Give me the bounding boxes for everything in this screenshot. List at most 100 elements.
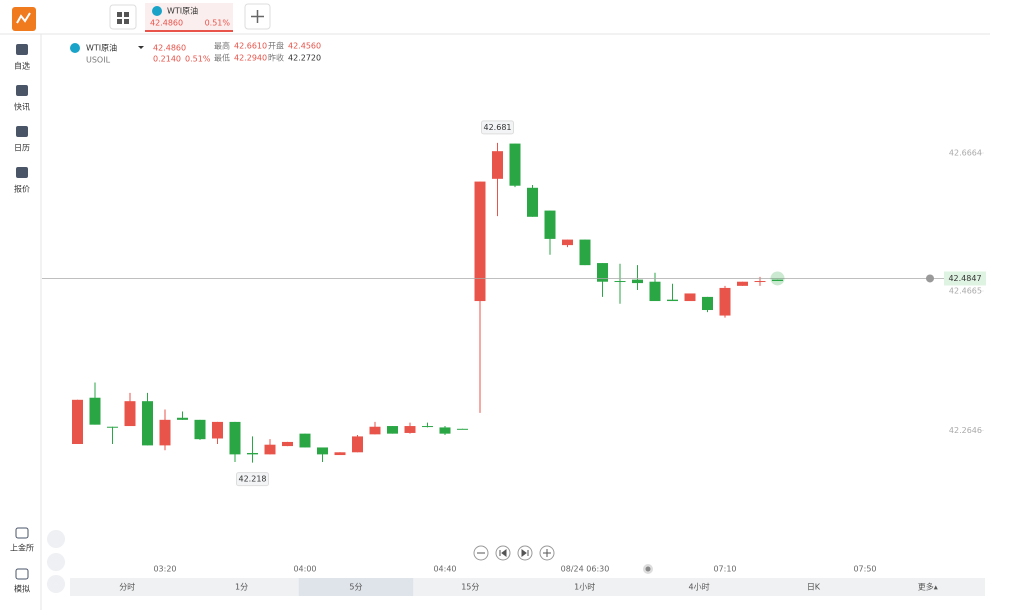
last-price-label: 42.4847 (948, 274, 981, 283)
nav-label[interactable]: 模拟 (14, 584, 30, 594)
nav-icon[interactable] (16, 85, 28, 96)
quote-name[interactable]: WTI原油 (86, 43, 117, 53)
candle-body (719, 287, 731, 316)
nav-icon[interactable] (16, 167, 28, 178)
dropdown-caret[interactable] (138, 46, 144, 49)
stat-value: 42.2720 (288, 54, 321, 63)
max-label-box (481, 120, 514, 135)
nav-label[interactable]: 报价 (14, 184, 30, 194)
period-item[interactable]: 日K (807, 583, 821, 592)
candle-body (317, 447, 328, 455)
candle-body (124, 401, 136, 427)
candle-body (107, 426, 118, 428)
quote-icon (70, 43, 80, 53)
period-item[interactable]: 5分 (349, 583, 362, 592)
add-icon (251, 10, 264, 23)
nav-icon[interactable] (16, 126, 28, 137)
candle-body (527, 187, 538, 217)
y-tick-label: 42.4665 (949, 287, 982, 296)
candle-body (247, 452, 258, 455)
alert-bell[interactable] (926, 274, 934, 283)
tab-change: 0.51% (205, 19, 231, 28)
grid-button[interactable] (109, 4, 137, 30)
candle-body (702, 296, 713, 311)
max-label: 42.681 (484, 123, 512, 132)
stat-label: 最低 (214, 53, 230, 63)
min-label: 42.218 (239, 475, 267, 484)
nav-label[interactable]: 上金所 (10, 543, 34, 553)
last-price-box (944, 271, 986, 286)
nav-label[interactable]: 快讯 (14, 102, 30, 112)
stat-value: 42.4560 (288, 42, 321, 51)
x-tick-label: 04:40 (433, 565, 456, 574)
next-icon (521, 549, 529, 557)
x-tick-label: 08/24 06:30 (561, 565, 610, 574)
candle-body (422, 426, 433, 428)
period-bar (70, 578, 985, 596)
nav-icon[interactable] (15, 568, 29, 580)
tool-button[interactable] (47, 530, 65, 548)
tool-button[interactable] (47, 553, 65, 571)
zoom-in-icon (543, 549, 551, 557)
candle-body (509, 143, 521, 186)
candle-body (89, 397, 101, 425)
nav-label[interactable]: 自选 (14, 61, 30, 71)
candle-body (194, 419, 206, 440)
candle-body (649, 281, 661, 302)
candle-body (404, 426, 416, 433)
period-selected (298, 578, 414, 596)
y-tick-label: 42.6664 (949, 148, 982, 157)
candle-body (474, 181, 486, 302)
candle-body (352, 436, 363, 453)
candle-body (264, 444, 276, 455)
candle-body (667, 299, 678, 302)
nav-icon[interactable] (16, 44, 28, 55)
candle-body (142, 401, 153, 446)
tool-button[interactable] (47, 575, 65, 593)
candle-body (387, 426, 398, 434)
period-item[interactable]: 分时 (119, 582, 135, 592)
candle-body (369, 426, 381, 435)
candle-body (439, 427, 451, 434)
period-item[interactable]: 1小时 (574, 582, 595, 592)
candle-body (159, 419, 171, 446)
candle-body (457, 428, 468, 430)
stat-value: 42.2940 (234, 54, 267, 63)
period-item[interactable]: 4小时 (689, 582, 710, 592)
period-item[interactable]: 1分 (235, 583, 248, 592)
candle-body (72, 399, 83, 445)
stat-label: 昨收 (268, 53, 284, 63)
period-item[interactable]: 更多▴ (918, 582, 938, 592)
stat-value: 42.6610 (234, 42, 267, 51)
live-glow (770, 271, 785, 286)
candle-body (544, 210, 556, 239)
quote-price: 42.4860 (153, 44, 186, 53)
candle-body (684, 293, 696, 302)
logo-mark (16, 12, 31, 24)
tab-price: 42.4860 (150, 19, 183, 28)
candle-body (562, 239, 573, 246)
x-tick-label: 07:10 (713, 565, 736, 574)
grid-icon (117, 12, 129, 24)
candle-body (772, 279, 783, 282)
quote-code: USOIL (86, 56, 111, 65)
candle-body (632, 279, 643, 284)
prev-icon (499, 549, 507, 557)
quote-change-pct: 0.51% (185, 55, 211, 64)
period-item[interactable]: 15分 (461, 583, 479, 592)
nav-icon[interactable] (15, 527, 29, 539)
candle-body (334, 452, 346, 456)
nav-label[interactable]: 日历 (14, 144, 30, 153)
quote-change: 0.2140 (153, 55, 181, 64)
scroll-dot-center (645, 566, 651, 572)
candle-body (579, 239, 591, 266)
candle-body (597, 263, 608, 282)
min-label-box (236, 472, 269, 487)
tab-icon (152, 6, 162, 16)
x-tick-label: 03:20 (153, 565, 176, 574)
candle-body (282, 441, 293, 447)
stat-label: 开盘 (268, 41, 284, 51)
